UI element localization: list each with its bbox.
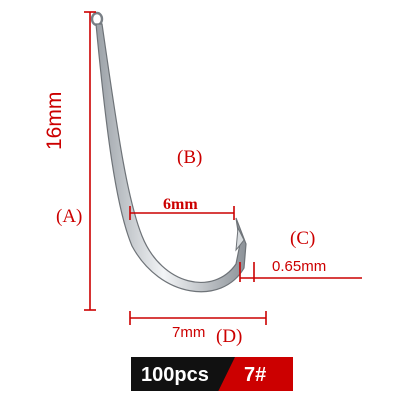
- hook-barb: [235, 226, 245, 252]
- hook-eye: [90, 11, 104, 27]
- point-b-label: (B): [177, 147, 203, 168]
- gap-label: 6mm: [163, 196, 198, 213]
- quantity-label: 100pcs: [141, 364, 209, 386]
- wire-diameter-label: 0.65mm: [272, 258, 327, 275]
- point-d-label: (D): [216, 326, 243, 347]
- length-label: 16mm: [43, 91, 66, 150]
- quantity-badge-section: 100pcs: [131, 357, 235, 391]
- package-badge: 100pcs 7#: [131, 357, 293, 391]
- width-label: 7mm: [172, 324, 206, 341]
- fish-hook: [90, 11, 247, 293]
- point-c-label: (C): [290, 228, 316, 249]
- point-a-label: (A): [56, 206, 83, 227]
- dimension-lines: [84, 11, 362, 325]
- hook-body: [95, 23, 247, 293]
- size-label: 7#: [244, 364, 267, 386]
